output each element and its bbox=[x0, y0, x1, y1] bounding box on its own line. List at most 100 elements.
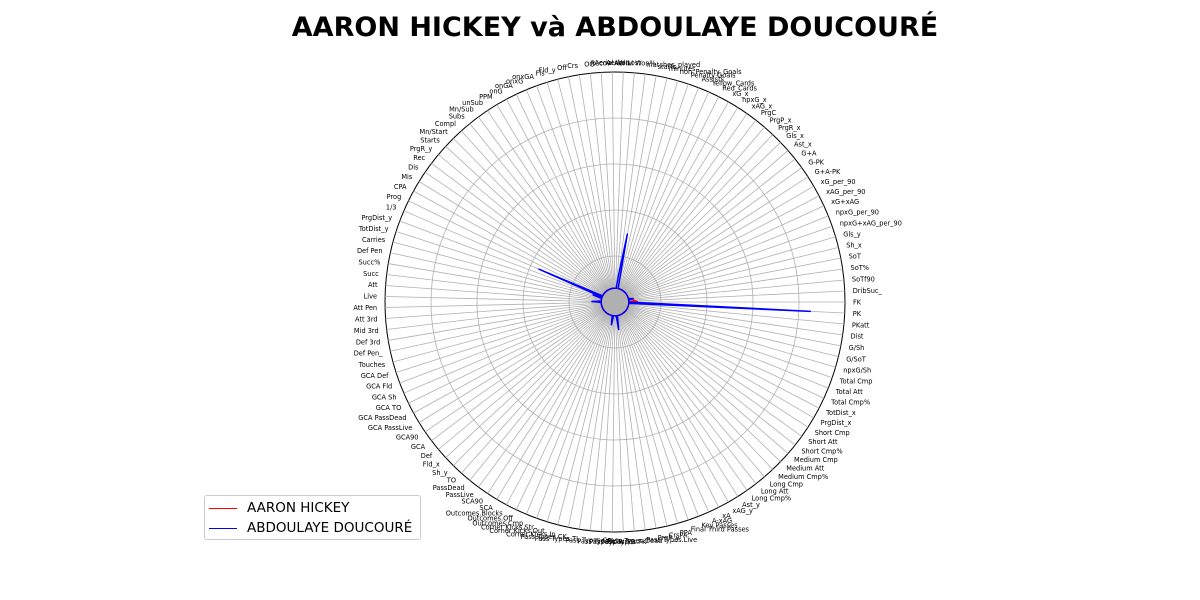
spoke bbox=[614, 215, 829, 303]
spoke bbox=[614, 246, 839, 303]
axis-label: GCA Sh bbox=[372, 393, 397, 401]
axis-label: Corner Kicks.In bbox=[506, 530, 556, 538]
axis-label: Sh_y bbox=[432, 469, 448, 477]
axis-label: Starts bbox=[420, 136, 440, 144]
axis-label: G/Sh bbox=[849, 344, 865, 352]
axis-label: xG_x bbox=[732, 90, 748, 98]
axis-label: Live bbox=[364, 293, 377, 301]
spoke bbox=[614, 301, 843, 336]
spoke bbox=[614, 301, 833, 379]
spoke bbox=[453, 301, 616, 466]
series-layer bbox=[538, 233, 812, 331]
spoke bbox=[614, 77, 668, 303]
spoke bbox=[568, 301, 616, 528]
axis-label: Short Cmp bbox=[815, 429, 850, 437]
spoke bbox=[385, 301, 616, 319]
axis-label: Corner Kicks.Out bbox=[489, 527, 545, 535]
spoke bbox=[438, 154, 616, 303]
legend-label-series-2: ABDOULAYE DOUCOURÉ bbox=[247, 520, 413, 536]
spoke bbox=[614, 134, 773, 303]
spoke bbox=[614, 301, 773, 470]
axis-label: PrgR_x bbox=[778, 124, 801, 132]
axis-label: Recov bbox=[591, 59, 611, 67]
axis-label: Medium Cmp bbox=[794, 456, 838, 464]
spoke bbox=[614, 301, 829, 389]
axis-label: xAG_per_90 bbox=[826, 188, 865, 196]
legend: AARON HICKEY ABDOULAYE DOUCOURÉ bbox=[204, 495, 421, 540]
spoke bbox=[385, 285, 616, 303]
legend-swatch-series-2 bbox=[209, 527, 237, 529]
axis-label: SoT% bbox=[851, 264, 870, 272]
axis-label: xAG_y bbox=[732, 507, 753, 515]
spoke bbox=[614, 185, 814, 303]
spoke bbox=[614, 301, 679, 524]
spoke bbox=[614, 301, 839, 358]
spoke bbox=[614, 301, 802, 437]
spoke bbox=[424, 171, 616, 303]
axis-label: Outcomes.Cmp bbox=[472, 519, 523, 527]
axis-label: Def bbox=[421, 452, 433, 460]
axis-label: npxG/Sh bbox=[843, 366, 871, 374]
axis-label: onGA bbox=[495, 82, 513, 90]
axis-label: Att bbox=[368, 281, 378, 289]
axis-label: Pass Types.TB bbox=[589, 538, 635, 546]
axis-label: TO bbox=[446, 477, 456, 485]
spoke bbox=[408, 301, 616, 404]
spoke bbox=[614, 301, 668, 527]
spoke bbox=[614, 301, 646, 531]
spoke bbox=[408, 200, 616, 303]
spoke bbox=[614, 167, 802, 303]
spoke bbox=[614, 83, 689, 303]
axis-label: Long Att bbox=[761, 488, 789, 496]
spoke bbox=[614, 257, 841, 303]
axis-label: Rec bbox=[413, 154, 425, 162]
spoke bbox=[614, 236, 836, 303]
spoke bbox=[487, 110, 616, 303]
axis-label: npxG_x bbox=[742, 96, 767, 104]
axis-label: Prog bbox=[387, 193, 402, 201]
legend-item-series-2: ABDOULAYE DOUCOURÉ bbox=[209, 519, 412, 537]
spoke bbox=[453, 138, 616, 303]
spoke bbox=[515, 94, 616, 303]
axis-label: xG+xAG bbox=[831, 198, 859, 206]
axis-label: GCA PassDead bbox=[358, 414, 406, 422]
spoke bbox=[614, 150, 789, 303]
spoke bbox=[614, 301, 844, 325]
axis-label: Subs bbox=[449, 113, 466, 121]
axis-label: Def 3rd bbox=[356, 338, 381, 346]
spoke bbox=[536, 85, 616, 303]
spoke bbox=[445, 146, 616, 303]
axis-label: Aerial Won bbox=[594, 59, 629, 67]
axis-label: Def Pen bbox=[357, 247, 383, 255]
grid-spokes bbox=[385, 72, 845, 532]
spoke bbox=[614, 301, 765, 478]
spoke bbox=[614, 225, 833, 303]
axis-label: PrgC bbox=[761, 109, 777, 117]
spoke bbox=[614, 301, 729, 503]
spoke bbox=[614, 301, 739, 497]
axis-label: matches_played bbox=[646, 61, 700, 69]
axis-label: SCA90 bbox=[461, 498, 483, 506]
spoke bbox=[614, 158, 796, 303]
axis-label: G/SoT bbox=[846, 355, 867, 363]
spoke bbox=[525, 89, 616, 303]
axis-label: onxG bbox=[506, 77, 523, 85]
axis-label: GCA TO bbox=[376, 404, 402, 412]
axis-label: CrsPA bbox=[669, 532, 688, 540]
spoke bbox=[568, 76, 616, 303]
spoke bbox=[536, 301, 616, 519]
series-line-2 bbox=[538, 233, 812, 331]
spoke bbox=[614, 301, 796, 446]
spoke bbox=[589, 73, 616, 303]
legend-label-series-1: AARON HICKEY bbox=[247, 500, 350, 516]
axis-label: SoTf90 bbox=[852, 275, 875, 283]
spoke bbox=[385, 301, 616, 308]
axis-label: OG bbox=[584, 60, 594, 68]
spoke bbox=[614, 290, 845, 303]
spoke bbox=[614, 195, 820, 303]
axis-label: PKatt bbox=[852, 321, 870, 329]
axis-label: Fld_y bbox=[539, 66, 556, 74]
spoke bbox=[461, 130, 616, 303]
axis-label: 1/3 bbox=[386, 203, 397, 211]
